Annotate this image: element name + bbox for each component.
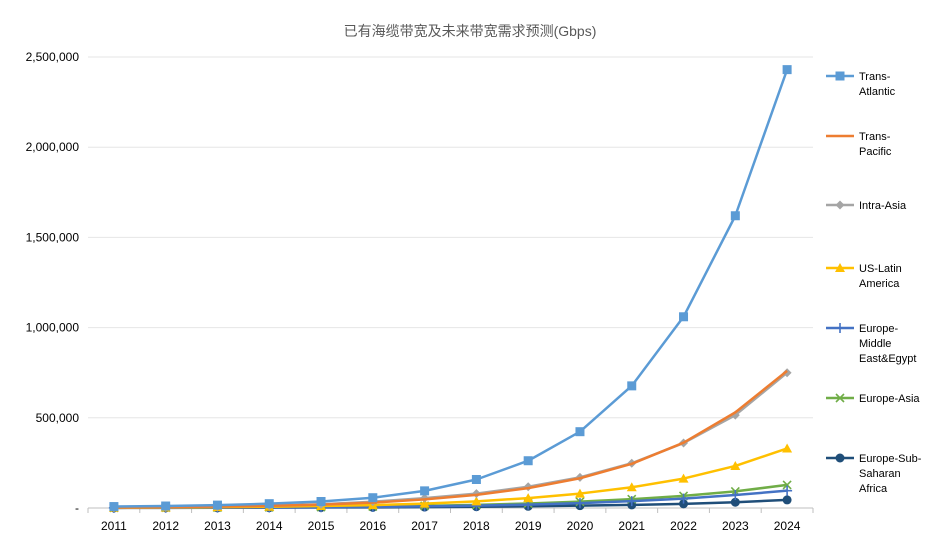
x-tick-label: 2018 <box>463 519 490 533</box>
y-tick-label: - <box>75 501 79 515</box>
data-point <box>730 497 740 507</box>
legend: Trans- Atlantic Trans- Pacific Intra-Asia US-… <box>826 71 922 495</box>
data-point <box>678 493 689 504</box>
x-tick-label: 2019 <box>515 519 542 533</box>
x-tick-label: 2012 <box>152 519 179 533</box>
data-point <box>471 496 482 506</box>
data-point <box>730 211 740 221</box>
data-point <box>109 502 119 512</box>
legend-label: East&Egypt <box>859 353 916 365</box>
x-tick-label: 2016 <box>359 519 386 533</box>
legend-symbol-marker <box>835 263 845 272</box>
x-tick-label: 2023 <box>722 519 749 533</box>
legend-label: Africa <box>859 483 888 495</box>
data-point <box>782 480 792 490</box>
data-point <box>523 456 533 466</box>
legend-label: Saharan <box>859 468 901 480</box>
data-point <box>782 65 792 75</box>
series-group <box>108 65 793 513</box>
legend-entry: Trans- Pacific <box>826 131 892 158</box>
data-point <box>316 497 326 507</box>
legend-label: Trans- <box>859 71 891 83</box>
legend-label: Europe- <box>859 323 898 335</box>
axes: - 500,000 1,000,000 1,500,000 2,000,000 2,500… <box>26 50 814 533</box>
legend-entry: US-Latin America <box>826 263 902 290</box>
data-point <box>264 499 274 509</box>
x-tick-label: 2024 <box>774 519 801 533</box>
data-point <box>679 499 689 509</box>
x-tick-label: 2013 <box>204 519 231 533</box>
data-point <box>626 482 637 492</box>
legend-label: Trans- <box>859 131 891 143</box>
data-point <box>730 490 741 501</box>
legend-symbol-marker <box>835 200 845 210</box>
series-line <box>113 369 788 509</box>
y-tick-label: 1,500,000 <box>26 230 80 244</box>
y-tick-label: 2,500,000 <box>26 50 80 64</box>
legend-entry: Europe- Middle East&Egypt <box>826 323 916 365</box>
legend-symbol-marker <box>835 323 845 333</box>
data-point <box>161 501 171 511</box>
legend-symbol-marker <box>835 71 845 81</box>
x-tick-label: 2014 <box>256 519 283 533</box>
data-point <box>212 500 222 510</box>
series-0 <box>109 65 792 512</box>
data-point <box>419 498 430 508</box>
legend-label: America <box>859 278 900 290</box>
legend-label: US-Latin <box>859 263 902 275</box>
x-tick-label: 2011 <box>101 519 127 533</box>
series-3 <box>108 443 793 512</box>
data-point <box>782 485 793 496</box>
y-tick-label: 1,000,000 <box>26 321 80 335</box>
data-point <box>730 460 741 470</box>
series-1 <box>113 369 788 509</box>
data-point <box>471 474 481 484</box>
data-point <box>679 312 689 322</box>
data-point <box>782 443 793 453</box>
legend-entry: Europe-Sub- Saharan Africa <box>826 453 922 495</box>
data-point <box>575 427 585 437</box>
data-point <box>782 368 792 378</box>
data-point <box>574 488 585 498</box>
legend-label: Pacific <box>859 146 892 158</box>
x-tick-label: 2015 <box>308 519 335 533</box>
legend-symbol-marker <box>835 453 845 463</box>
legend-symbol-marker <box>835 393 845 403</box>
data-point <box>574 498 585 509</box>
chart-title: 已有海缆带宽及未来带宽需求预测(Gbps) <box>344 23 597 39</box>
legend-label: Intra-Asia <box>859 200 907 212</box>
y-tick-label: 2,000,000 <box>26 140 80 154</box>
x-tick-label: 2017 <box>411 519 438 533</box>
x-tick-label: 2022 <box>670 519 697 533</box>
data-point <box>627 381 637 391</box>
x-tick-label: 2021 <box>618 519 645 533</box>
legend-label: Middle <box>859 338 891 350</box>
legend-entry: Intra-Asia <box>826 200 907 212</box>
data-point <box>678 473 689 483</box>
x-tick-label: 2020 <box>567 519 594 533</box>
data-point <box>420 486 430 496</box>
legend-label: Atlantic <box>859 86 896 98</box>
gridlines <box>88 56 813 419</box>
legend-label: Europe-Sub- <box>859 453 922 465</box>
legend-label: Europe-Asia <box>859 393 920 405</box>
data-point <box>368 493 378 503</box>
legend-entry: Trans- Atlantic <box>826 71 896 98</box>
legend-entry: Europe-Asia <box>826 393 920 405</box>
series-line <box>113 69 789 508</box>
y-tick-label: 500,000 <box>36 411 80 425</box>
data-point <box>782 495 792 505</box>
data-point <box>626 496 637 507</box>
data-point <box>523 493 534 503</box>
